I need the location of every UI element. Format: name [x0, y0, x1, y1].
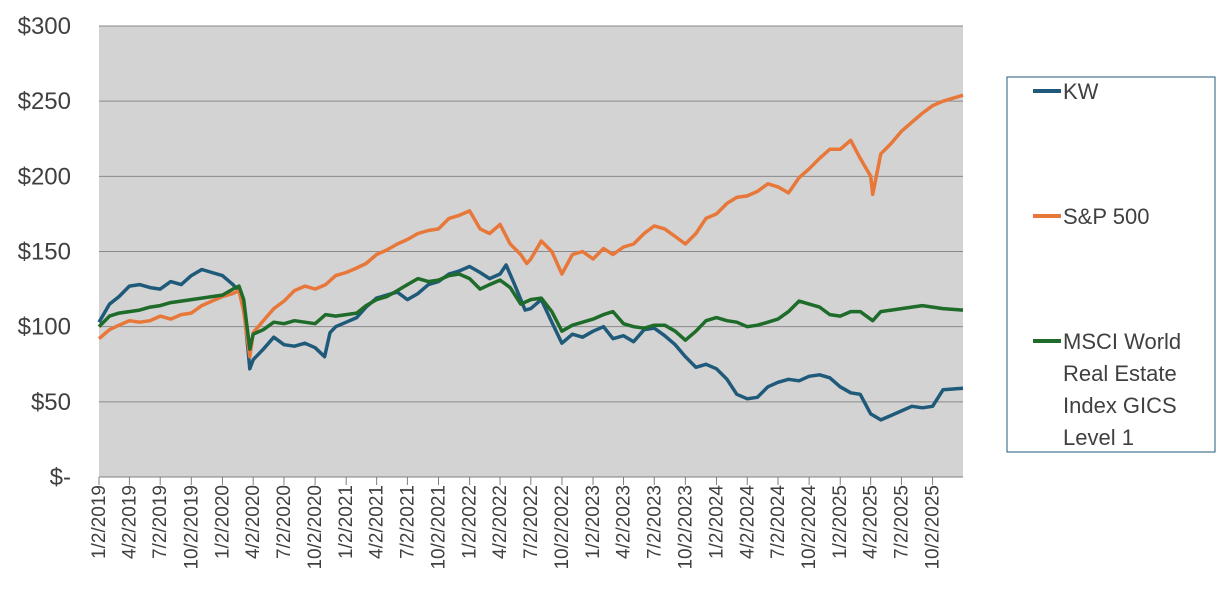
x-tick-label: 10/2/2024 [799, 485, 820, 570]
gridlines [99, 25, 963, 403]
x-tick-label: 4/2/2024 [737, 485, 758, 559]
series-line-2 [97, 272, 964, 351]
x-tick-label: 1/2/2020 [212, 485, 233, 559]
x-tick-label: 10/2/2020 [305, 485, 326, 570]
x-tick-label: 1/2/2019 [89, 485, 110, 559]
x-tick-label: 4/2/2020 [243, 485, 264, 559]
x-tick-label: 4/2/2023 [613, 485, 634, 559]
x-tick-label: 10/2/2023 [675, 485, 696, 570]
x-tick-label: 7/2/2020 [274, 485, 295, 559]
y-axis: $- $50 $100 $150 $200 $250 $300 [18, 13, 71, 491]
y-tick-label: $50 [31, 389, 71, 416]
x-tick-label: 7/2/2021 [397, 485, 418, 559]
x-tick-label: 10/2/2025 [923, 485, 944, 570]
x-tick-label: 10/2/2019 [181, 485, 202, 570]
x-tick-label: 10/2/2022 [552, 485, 573, 570]
x-tick-label: 1/2/2023 [583, 485, 604, 559]
x-tick-label: 7/2/2025 [891, 485, 912, 559]
x-tick-label: 4/2/2021 [367, 485, 388, 559]
legend-label: MSCI World Real Estate Index GICS Level 1 [1063, 329, 1181, 450]
x-tick-label: 7/2/2019 [150, 485, 171, 559]
legend-label: KW [1063, 79, 1099, 104]
x-tick-label: 1/2/2022 [460, 485, 481, 559]
y-tick-label: $150 [18, 239, 71, 266]
x-tick-label: 7/2/2024 [768, 485, 789, 559]
x-tick-label: 1/2/2024 [706, 485, 727, 559]
legend-box [1006, 76, 1216, 453]
legend: KW S&P 500 MSCI World Real Estate Index GICS… [1006, 76, 1216, 453]
series-lines [97, 93, 964, 422]
y-tick-label: $250 [18, 88, 71, 115]
x-tick-label: 7/2/2023 [644, 485, 665, 559]
x-tick-label: 10/2/2021 [429, 485, 450, 570]
legend-label: S&P 500 [1063, 204, 1149, 229]
x-tick-label: 1/2/2025 [830, 485, 851, 559]
x-axis: 1/2/2019 4/2/2019 7/2/2019 10/2/2019 1/2/202… [89, 476, 963, 570]
x-tick-label: 4/2/2022 [490, 485, 511, 559]
y-tick-label: $100 [18, 314, 71, 341]
y-tick-label: $200 [18, 163, 71, 190]
x-tick-label: 4/2/2019 [119, 485, 140, 559]
x-tick-label: 1/2/2021 [336, 485, 357, 559]
series-line-1 [97, 93, 964, 359]
x-tick-label: 4/2/2025 [861, 485, 882, 559]
x-tick-label: 7/2/2022 [521, 485, 542, 559]
y-tick-label: $300 [18, 13, 71, 40]
y-tick-label: $- [50, 464, 71, 491]
